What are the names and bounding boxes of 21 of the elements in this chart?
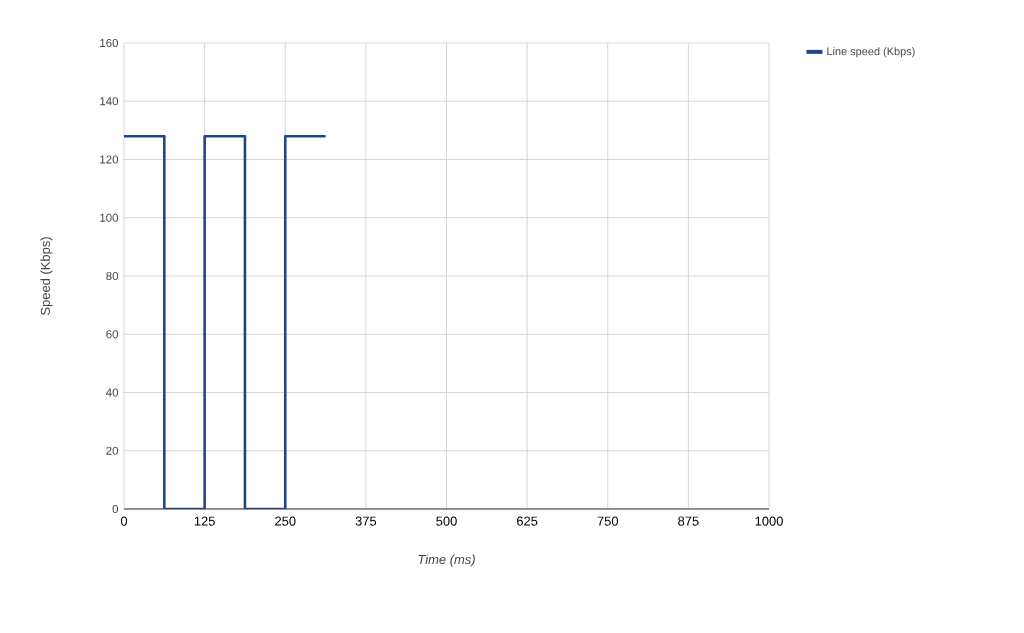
- y-tick-label: 0: [112, 504, 119, 514]
- x-axis-title: Time (ms): [418, 554, 475, 567]
- y-tick-label: 140: [100, 97, 119, 106]
- x-tick-label: 375: [355, 516, 377, 526]
- y-axis-title: Speed (Kbps): [40, 237, 53, 315]
- legend-label: Line speed (Kbps): [827, 47, 915, 58]
- y-tick-label: 160: [100, 38, 119, 48]
- x-tick-label: 625: [516, 516, 538, 526]
- y-tick-label: 80: [106, 271, 119, 281]
- y-tick-label: 120: [100, 155, 119, 164]
- y-tick-label: 100: [100, 213, 119, 222]
- x-tick-label: 1000: [755, 516, 783, 526]
- x-tick-label: 750: [597, 516, 619, 526]
- y-tick-label: 20: [106, 446, 119, 455]
- x-tick-label: 0: [120, 516, 128, 526]
- x-tick-label: 875: [678, 516, 699, 526]
- y-tick-label: 40: [106, 388, 119, 397]
- y-tick-label: 60: [106, 330, 119, 339]
- x-tick-label: 125: [194, 516, 215, 526]
- x-tick-label: 250: [275, 516, 296, 526]
- x-tick-label: 500: [436, 516, 457, 526]
